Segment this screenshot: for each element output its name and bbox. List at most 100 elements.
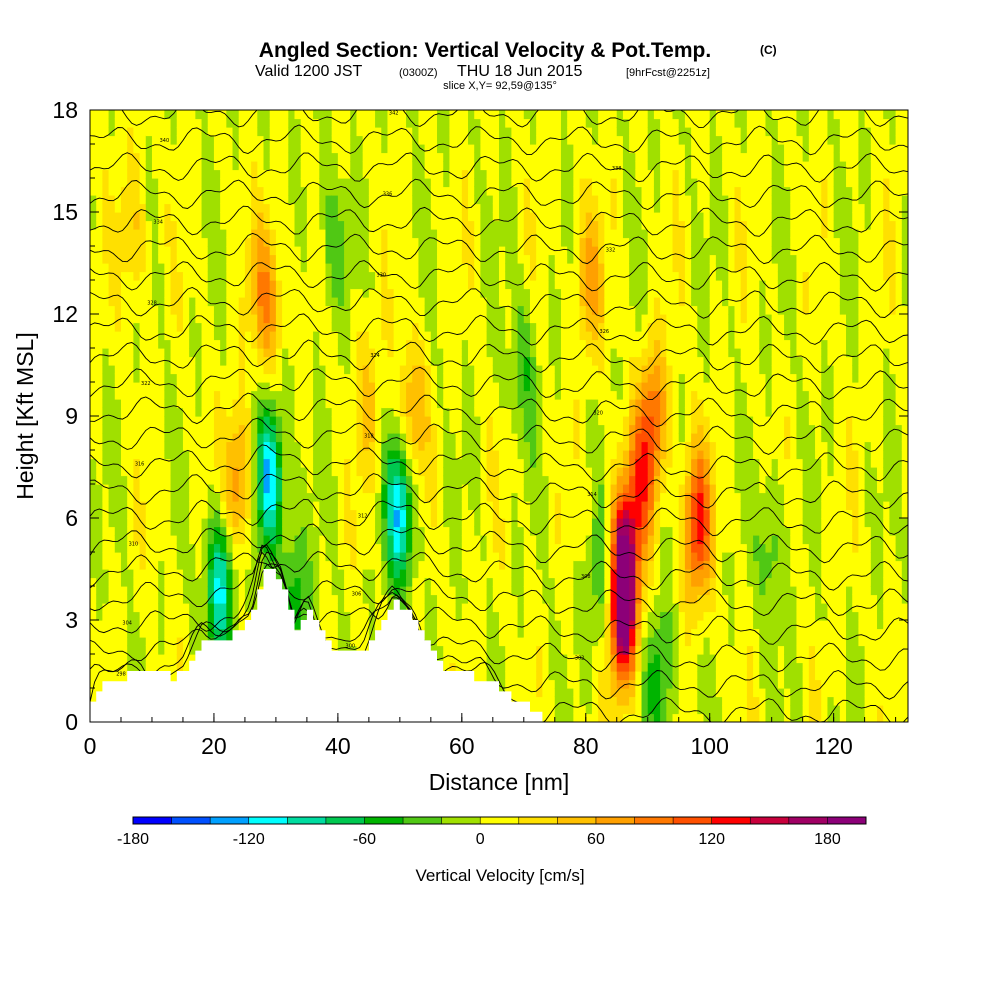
velocity-cell — [251, 407, 258, 417]
velocity-cell — [313, 450, 320, 460]
velocity-cell — [468, 322, 475, 332]
velocity-cell — [430, 501, 438, 511]
velocity-cell — [511, 424, 519, 434]
velocity-cell — [480, 297, 488, 307]
velocity-cell — [499, 484, 506, 494]
velocity-cell — [176, 297, 184, 307]
velocity-cell — [375, 271, 382, 281]
velocity-cell — [164, 288, 172, 298]
velocity-cell — [455, 203, 463, 213]
velocity-cell — [133, 203, 141, 213]
velocity-cell — [449, 331, 457, 341]
velocity-cell — [96, 161, 103, 171]
velocity-cell — [133, 271, 141, 281]
velocity-cell — [492, 237, 500, 247]
velocity-cell — [368, 331, 376, 341]
velocity-cell — [344, 152, 351, 162]
velocity-cell — [368, 195, 376, 205]
velocity-cell — [90, 492, 97, 502]
velocity-cell — [114, 331, 122, 341]
velocity-cell — [145, 220, 153, 230]
velocity-cell — [189, 518, 196, 528]
velocity-cell — [108, 509, 116, 519]
velocity-cell — [213, 195, 221, 205]
velocity-cell — [474, 671, 482, 681]
velocity-cell — [362, 348, 370, 358]
velocity-cell — [418, 518, 426, 528]
velocity-cell — [306, 356, 314, 366]
velocity-cell — [220, 433, 227, 443]
velocity-cell — [139, 518, 147, 528]
velocity-cell — [356, 407, 364, 417]
velocity-cell — [468, 441, 475, 451]
velocity-cell — [114, 118, 122, 128]
velocity-cell — [176, 399, 184, 409]
velocity-cell — [96, 246, 103, 256]
velocity-cell — [182, 441, 190, 451]
velocity-cell — [145, 484, 153, 494]
velocity-cell — [331, 339, 339, 349]
velocity-cell — [375, 390, 382, 400]
velocity-cell — [499, 263, 506, 273]
velocity-cell — [437, 314, 444, 324]
velocity-cell — [257, 501, 265, 511]
velocity-cell — [195, 399, 203, 409]
velocity-cell — [492, 288, 500, 298]
velocity-cell — [443, 399, 451, 409]
velocity-cell — [114, 220, 122, 230]
velocity-cell — [96, 577, 103, 587]
velocity-cell — [313, 254, 320, 264]
velocity-cell — [300, 144, 308, 154]
velocity-cell — [263, 322, 271, 332]
velocity-cell — [263, 229, 271, 239]
velocity-cell — [294, 492, 302, 502]
velocity-cell — [170, 620, 178, 630]
velocity-cell — [257, 169, 265, 179]
velocity-cell — [189, 467, 196, 477]
velocity-cell — [139, 161, 147, 171]
velocity-cell — [251, 118, 258, 128]
velocity-cell — [412, 577, 420, 587]
velocity-cell — [282, 271, 289, 281]
velocity-cell — [288, 543, 296, 553]
velocity-cell — [164, 169, 172, 179]
velocity-cell — [120, 645, 128, 655]
velocity-cell — [108, 611, 116, 621]
velocity-cell — [170, 518, 178, 528]
velocity-cell — [319, 611, 327, 621]
velocity-cell — [158, 203, 165, 213]
velocity-cell — [114, 271, 122, 281]
velocity-cell — [238, 560, 246, 570]
velocity-cell — [319, 152, 327, 162]
velocity-cell — [133, 339, 141, 349]
velocity-cell — [238, 322, 246, 332]
velocity-cell — [96, 450, 103, 460]
velocity-cell — [393, 314, 401, 324]
velocity-cell — [114, 169, 122, 179]
velocity-cell — [145, 271, 153, 281]
velocity-cell — [164, 560, 172, 570]
velocity-cell — [158, 178, 165, 188]
velocity-cell — [195, 152, 203, 162]
velocity-cell — [170, 237, 178, 247]
velocity-cell — [461, 254, 469, 264]
velocity-cell — [362, 203, 370, 213]
velocity-cell — [499, 161, 506, 171]
velocity-cell — [499, 671, 506, 681]
velocity-cell — [511, 501, 519, 511]
velocity-cell — [158, 220, 165, 230]
velocity-cell — [127, 203, 134, 213]
velocity-cell — [319, 195, 327, 205]
velocity-cell — [430, 518, 438, 528]
velocity-cell — [511, 688, 519, 698]
velocity-cell — [424, 365, 432, 375]
velocity-cell — [505, 356, 512, 366]
velocity-cell — [468, 288, 475, 298]
velocity-cell — [158, 152, 165, 162]
velocity-cell — [90, 467, 97, 477]
velocity-cell — [213, 178, 221, 188]
velocity-cell — [207, 348, 215, 358]
velocity-cell — [139, 348, 147, 358]
velocity-cell — [251, 348, 258, 358]
velocity-cell — [381, 365, 389, 375]
